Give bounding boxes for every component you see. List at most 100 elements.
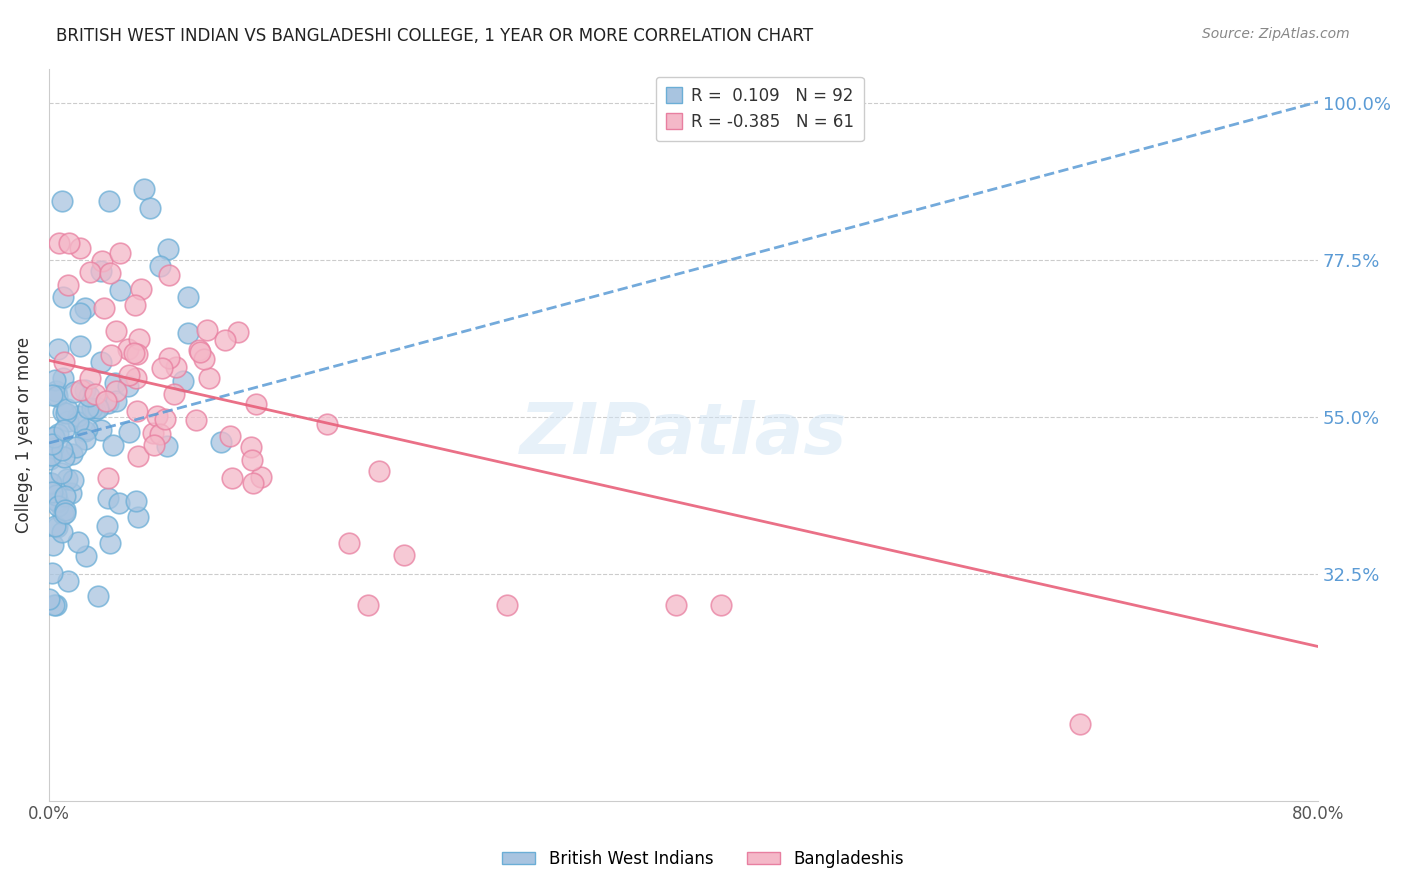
Bangladeshis [250, 470, 273, 484]
British West Indians [75, 383, 97, 397]
British West Indians [63, 384, 86, 399]
Bangladeshis [97, 471, 120, 485]
British West Indians [172, 374, 194, 388]
British West Indians [49, 466, 72, 480]
British West Indians [77, 389, 100, 403]
Bangladeshis [146, 409, 169, 424]
British West Indians [48, 494, 70, 508]
British West Indians [134, 182, 156, 196]
British West Indians [52, 405, 75, 419]
Bangladeshis [128, 332, 150, 346]
British West Indians [56, 414, 79, 428]
British West Indians [65, 441, 87, 455]
Bangladeshis [58, 277, 80, 292]
British West Indians [52, 450, 75, 465]
British West Indians [52, 371, 75, 385]
British West Indians [86, 401, 108, 415]
British West Indians [66, 415, 89, 429]
British West Indians [58, 574, 80, 588]
Bangladeshis [96, 394, 118, 409]
Bangladeshis [157, 268, 180, 283]
British West Indians [103, 438, 125, 452]
Bangladeshis [118, 368, 141, 382]
Bangladeshis [58, 235, 80, 250]
British West Indians [90, 264, 112, 278]
Bangladeshis [165, 359, 187, 374]
Bangladeshis [69, 241, 91, 255]
British West Indians [118, 425, 141, 439]
Bangladeshis [239, 440, 262, 454]
Bangladeshis [495, 599, 517, 613]
British West Indians [42, 430, 65, 444]
British West Indians [56, 472, 79, 486]
British West Indians [98, 194, 121, 208]
British West Indians [41, 538, 63, 552]
British West Indians [62, 473, 84, 487]
Bangladeshis [155, 411, 177, 425]
British West Indians [73, 432, 96, 446]
British West Indians [75, 301, 97, 315]
British West Indians [157, 242, 180, 256]
Bangladeshis [226, 325, 249, 339]
British West Indians [60, 486, 83, 500]
British West Indians [98, 536, 121, 550]
Bangladeshis [197, 371, 219, 385]
British West Indians [96, 518, 118, 533]
British West Indians [209, 435, 232, 450]
British West Indians [41, 449, 63, 463]
Bangladeshis [184, 413, 207, 427]
Bangladeshis [187, 343, 209, 358]
Bangladeshis [357, 599, 380, 613]
British West Indians [80, 401, 103, 416]
British West Indians [55, 401, 77, 416]
Bangladeshis [100, 348, 122, 362]
British West Indians [45, 384, 67, 399]
British West Indians [52, 507, 75, 521]
Bangladeshis [79, 264, 101, 278]
British West Indians [76, 401, 98, 415]
Bangladeshis [195, 323, 218, 337]
British West Indians [53, 503, 76, 517]
British West Indians [156, 439, 179, 453]
Bangladeshis [110, 246, 132, 260]
Bangladeshis [163, 387, 186, 401]
British West Indians [45, 599, 67, 613]
Bangladeshis [245, 397, 267, 411]
British West Indians [139, 201, 162, 215]
British West Indians [42, 441, 65, 455]
British West Indians [46, 389, 69, 403]
British West Indians [46, 499, 69, 513]
British West Indians [41, 388, 63, 402]
British West Indians [53, 489, 76, 503]
Bangladeshis [104, 384, 127, 398]
Bangladeshis [98, 266, 121, 280]
British West Indians [44, 373, 66, 387]
British West Indians [75, 549, 97, 564]
British West Indians [52, 423, 75, 437]
Bangladeshis [337, 536, 360, 550]
British West Indians [69, 339, 91, 353]
British West Indians [108, 496, 131, 510]
Legend: R =  0.109   N = 92, R = -0.385   N = 61: R = 0.109 N = 92, R = -0.385 N = 61 [655, 77, 863, 141]
British West Indians [38, 592, 60, 607]
Bangladeshis [125, 347, 148, 361]
British West Indians [97, 396, 120, 410]
British West Indians [87, 589, 110, 603]
British West Indians [83, 403, 105, 417]
Bangladeshis [242, 476, 264, 491]
British West Indians [124, 494, 146, 508]
British West Indians [108, 283, 131, 297]
British West Indians [46, 494, 69, 508]
British West Indians [46, 426, 69, 441]
Bangladeshis [125, 370, 148, 384]
Bangladeshis [142, 437, 165, 451]
Text: ZIPatlas: ZIPatlas [520, 401, 848, 469]
Bangladeshis [188, 344, 211, 359]
Bangladeshis [127, 450, 149, 464]
Bangladeshis [70, 383, 93, 397]
Bangladeshis [665, 599, 688, 613]
Legend: British West Indians, Bangladeshis: British West Indians, Bangladeshis [495, 844, 911, 875]
British West Indians [117, 379, 139, 393]
British West Indians [38, 475, 60, 490]
British West Indians [41, 436, 63, 450]
